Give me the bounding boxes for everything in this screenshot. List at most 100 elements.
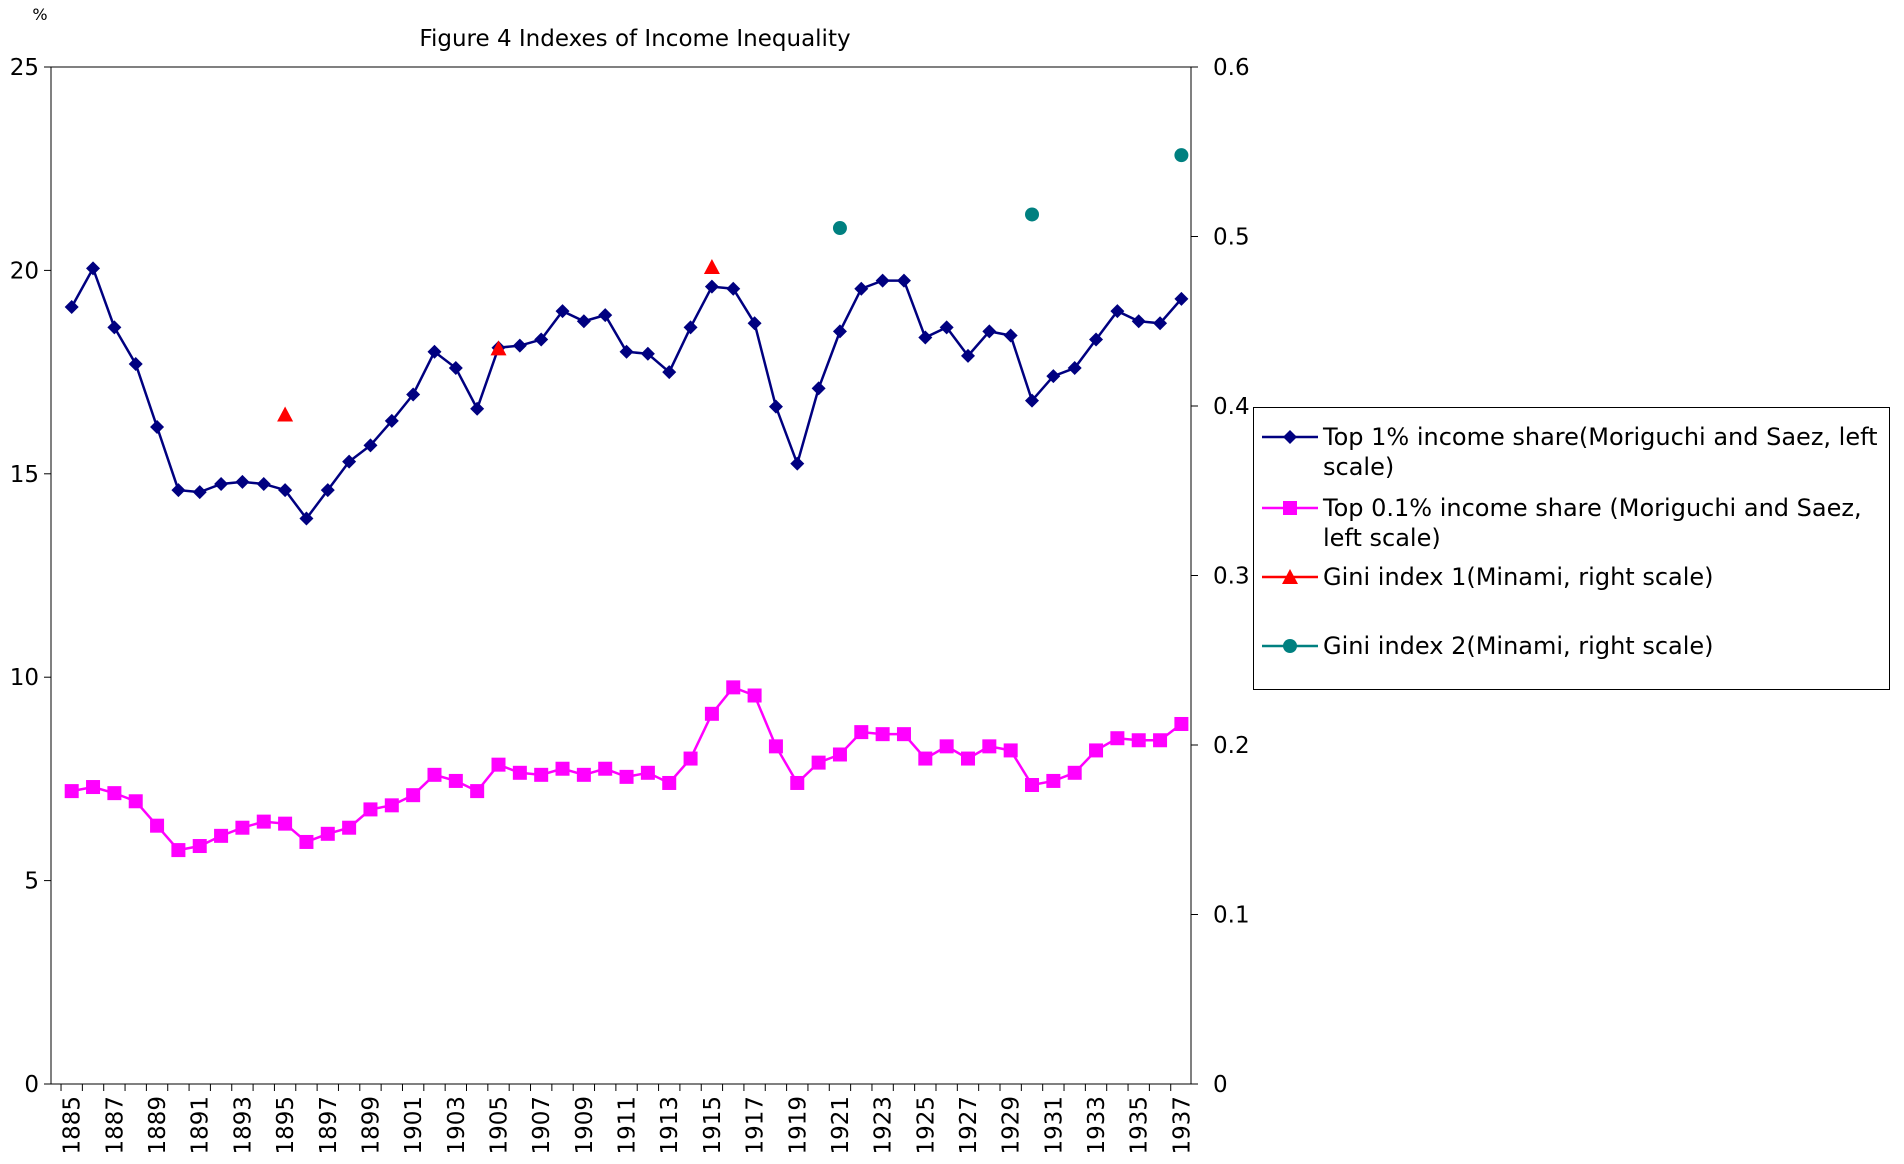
point <box>427 344 442 359</box>
point <box>512 765 527 780</box>
point <box>384 413 399 428</box>
point <box>683 751 698 766</box>
point <box>491 757 506 772</box>
point <box>811 755 826 770</box>
point <box>299 511 314 526</box>
point <box>896 727 911 742</box>
y-tick-label: 20 <box>10 258 39 284</box>
point <box>1025 393 1040 408</box>
y2-tick-label: 0.5 <box>1213 225 1250 251</box>
point <box>320 826 335 841</box>
point <box>704 706 719 721</box>
point <box>662 775 677 790</box>
y2-tick-label: 0.1 <box>1213 903 1250 929</box>
legend-icon <box>1262 639 1318 653</box>
point <box>448 773 463 788</box>
point <box>128 356 143 371</box>
point <box>1025 778 1040 793</box>
point <box>703 259 720 275</box>
chart-title: Figure 4 Indexes of Income Inequality <box>419 26 850 52</box>
point <box>683 320 698 335</box>
point <box>192 839 207 854</box>
legend-label: Top 0.1% income share (Moriguchi and Sae… <box>1323 494 1862 552</box>
x-tick-label: 1891 <box>188 1096 214 1155</box>
point <box>1153 316 1168 331</box>
x-tick-label: 1921 <box>828 1096 854 1155</box>
point <box>1003 328 1018 343</box>
point <box>768 399 783 414</box>
point <box>490 340 507 356</box>
point <box>534 332 549 347</box>
point <box>747 688 762 703</box>
x-tick-label: 1897 <box>316 1096 342 1155</box>
point <box>640 765 655 780</box>
point <box>619 344 634 359</box>
point <box>278 816 293 831</box>
point <box>960 751 975 766</box>
point <box>939 320 954 335</box>
point <box>1131 314 1146 329</box>
y-tick-label: 0 <box>24 1072 39 1098</box>
point <box>918 751 933 766</box>
point <box>790 775 805 790</box>
point <box>448 361 463 376</box>
point <box>534 767 549 782</box>
point <box>768 739 783 754</box>
point <box>64 784 79 799</box>
legend-label: Top 1% income share(Moriguchi and Saez, … <box>1323 423 1878 481</box>
point <box>875 727 890 742</box>
point <box>107 786 122 801</box>
point <box>470 784 485 799</box>
point <box>214 828 229 843</box>
point <box>1131 733 1146 748</box>
point <box>854 281 869 296</box>
point <box>598 761 613 776</box>
point <box>256 814 271 829</box>
point <box>662 365 677 380</box>
point <box>406 387 421 402</box>
x-tick-label: 1927 <box>956 1096 982 1155</box>
x-tick-label: 1911 <box>615 1096 641 1155</box>
point <box>342 820 357 835</box>
point <box>726 281 741 296</box>
point <box>1003 743 1018 758</box>
point <box>1283 501 1297 515</box>
point <box>107 320 122 335</box>
point <box>1025 207 1040 222</box>
point <box>470 401 485 416</box>
point <box>854 725 869 740</box>
x-tick-label: 1895 <box>273 1096 299 1155</box>
point <box>278 483 293 498</box>
point <box>299 834 314 849</box>
point <box>384 798 399 813</box>
point <box>555 304 570 319</box>
point <box>619 769 634 784</box>
y-tick-label: 5 <box>24 869 39 895</box>
point <box>598 308 613 323</box>
point <box>811 381 826 396</box>
point <box>832 221 847 236</box>
x-tick-label: 1917 <box>743 1096 769 1155</box>
x-tick-label: 1929 <box>999 1096 1025 1155</box>
point <box>192 485 207 500</box>
point <box>960 348 975 363</box>
point <box>235 820 250 835</box>
point <box>235 474 250 489</box>
legend-icon <box>1262 430 1318 444</box>
point <box>320 483 335 498</box>
point <box>171 483 186 498</box>
point <box>214 476 229 491</box>
x-tick-label: 1887 <box>102 1096 128 1155</box>
x-tick-label: 1905 <box>487 1096 513 1155</box>
x-tick-label: 1885 <box>60 1096 86 1155</box>
point <box>1067 361 1082 376</box>
point <box>150 420 165 435</box>
point <box>150 818 165 833</box>
point <box>1174 148 1189 163</box>
point <box>171 843 186 858</box>
point <box>1110 304 1125 319</box>
point <box>832 324 847 339</box>
point <box>128 794 143 809</box>
point <box>1153 733 1168 748</box>
